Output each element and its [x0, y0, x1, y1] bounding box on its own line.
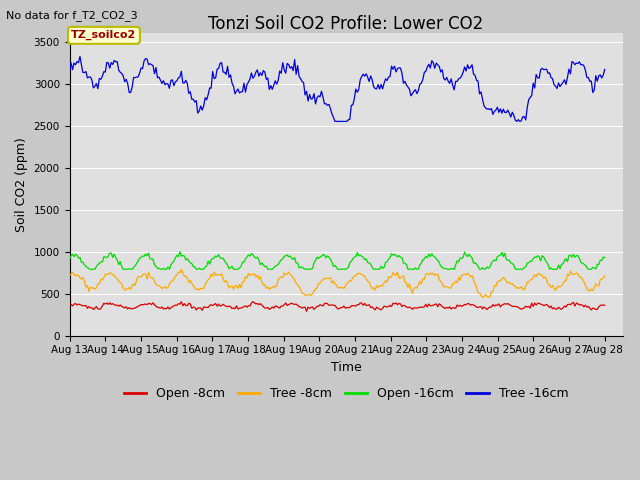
Legend: Open -8cm, Tree -8cm, Open -16cm, Tree -16cm: Open -8cm, Tree -8cm, Open -16cm, Tree -… [118, 382, 573, 405]
Y-axis label: Soil CO2 (ppm): Soil CO2 (ppm) [15, 137, 28, 232]
Text: TZ_soilco2: TZ_soilco2 [71, 30, 136, 40]
Text: No data for f_T2_CO2_3: No data for f_T2_CO2_3 [6, 10, 138, 21]
Title: Tonzi Soil CO2 Profile: Lower CO2: Tonzi Soil CO2 Profile: Lower CO2 [209, 15, 484, 33]
X-axis label: Time: Time [331, 361, 362, 374]
